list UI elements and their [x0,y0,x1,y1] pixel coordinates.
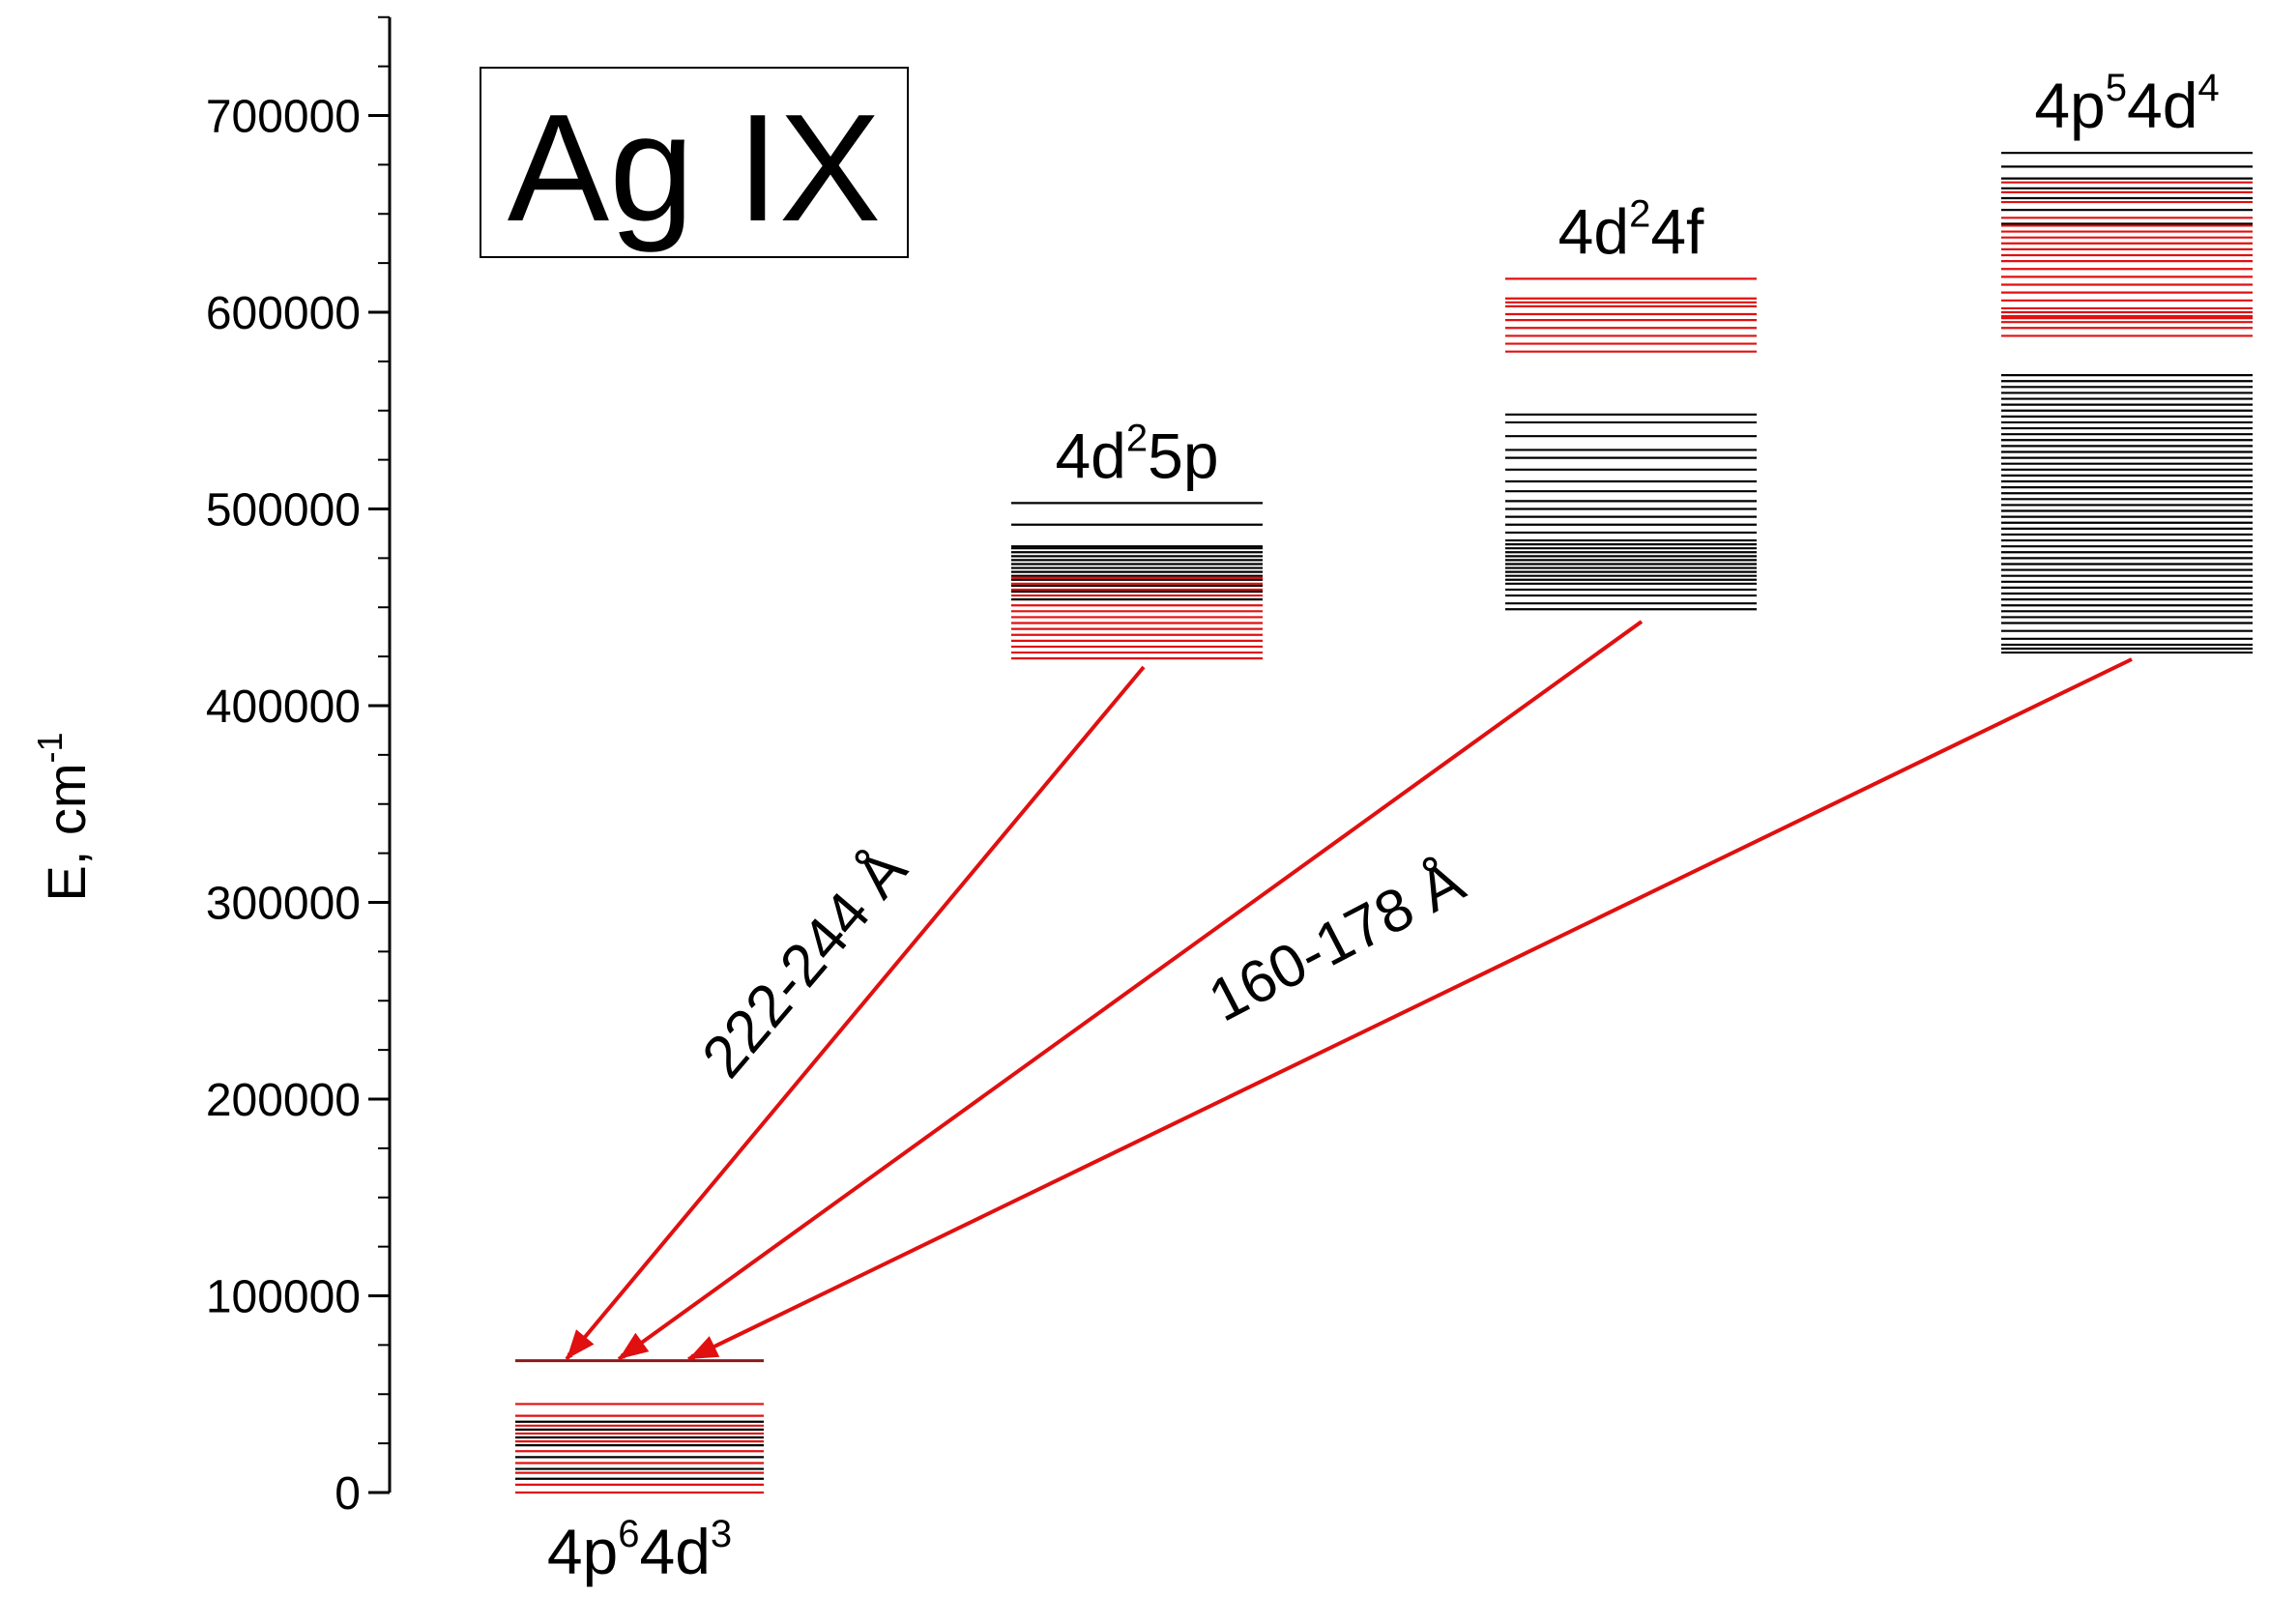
transition-arrows: 222-244 Å 160-178 Å [565,620,2133,1361]
config-label-4d2-4f: 4d24f [1558,192,1704,267]
wavelength-range-label: 222-244 Å [689,836,920,1090]
y-tick-label: 100000 [206,1272,361,1323]
y-tick-label: 0 [335,1468,361,1520]
config-label-4p5-4d4: 4p54d4 [2034,67,2219,141]
y-axis: 0 100000 200000 300000 400000 500000 600000 700… [206,15,392,1520]
level-group-4p5-4d4 [2001,152,2253,654]
y-axis-title-text: E, cm [36,763,97,901]
config-label-superscript: 2 [1126,417,1148,459]
config-label-4d2-5p: 4d25p [1055,417,1218,491]
transition-arrow-4d2-5p [565,665,1146,1361]
transition-arrow-4d2-4f [617,620,1644,1361]
config-label-part: 4d [1558,195,1629,267]
config-label-part: 4p [547,1516,618,1587]
config-label-superscript: 5 [2106,67,2127,109]
transition-arrow-4p5-4d4 [687,657,2133,1361]
transition-arrowhead [688,1336,720,1359]
transition-arrowhead [619,1332,650,1359]
config-label-part: 5p [1148,420,1218,491]
transition-arrowhead [567,1329,595,1359]
config-label-part: 4f [1650,195,1704,267]
level-group-4d2-5p [1011,502,1263,660]
config-label-ground: 4p64d3 [547,1513,732,1587]
config-label-part: 4d [1055,420,1125,491]
diagram-title: Ag IX [508,83,881,253]
level-group-ground [515,1359,764,1494]
config-label-superscript: 4 [2197,67,2219,109]
y-tick-label: 600000 [206,288,361,339]
level-group-4d2-4f [1505,277,1757,611]
config-label-superscript: 3 [711,1513,732,1555]
y-tick-label: 200000 [206,1075,361,1126]
y-tick-label: 400000 [206,682,361,733]
config-label-superscript: 2 [1629,192,1650,235]
config-label-part: 4d [2127,70,2197,141]
wavelength-range-label: 160-178 Å [1199,848,1475,1035]
y-axis-title-superscript: -1 [30,732,70,763]
y-tick-label: 700000 [206,92,361,143]
y-tick-label: 500000 [206,485,361,536]
title-box: Ag IX [480,67,909,258]
config-label-superscript: 6 [618,1513,639,1555]
y-axis-title: E, cm-1 [30,732,97,901]
y-tick-label: 300000 [206,879,361,930]
config-label-part: 4p [2034,70,2105,141]
title-frame [480,67,909,258]
level-groups [515,152,2253,1494]
config-label-part: 4d [640,1516,711,1587]
